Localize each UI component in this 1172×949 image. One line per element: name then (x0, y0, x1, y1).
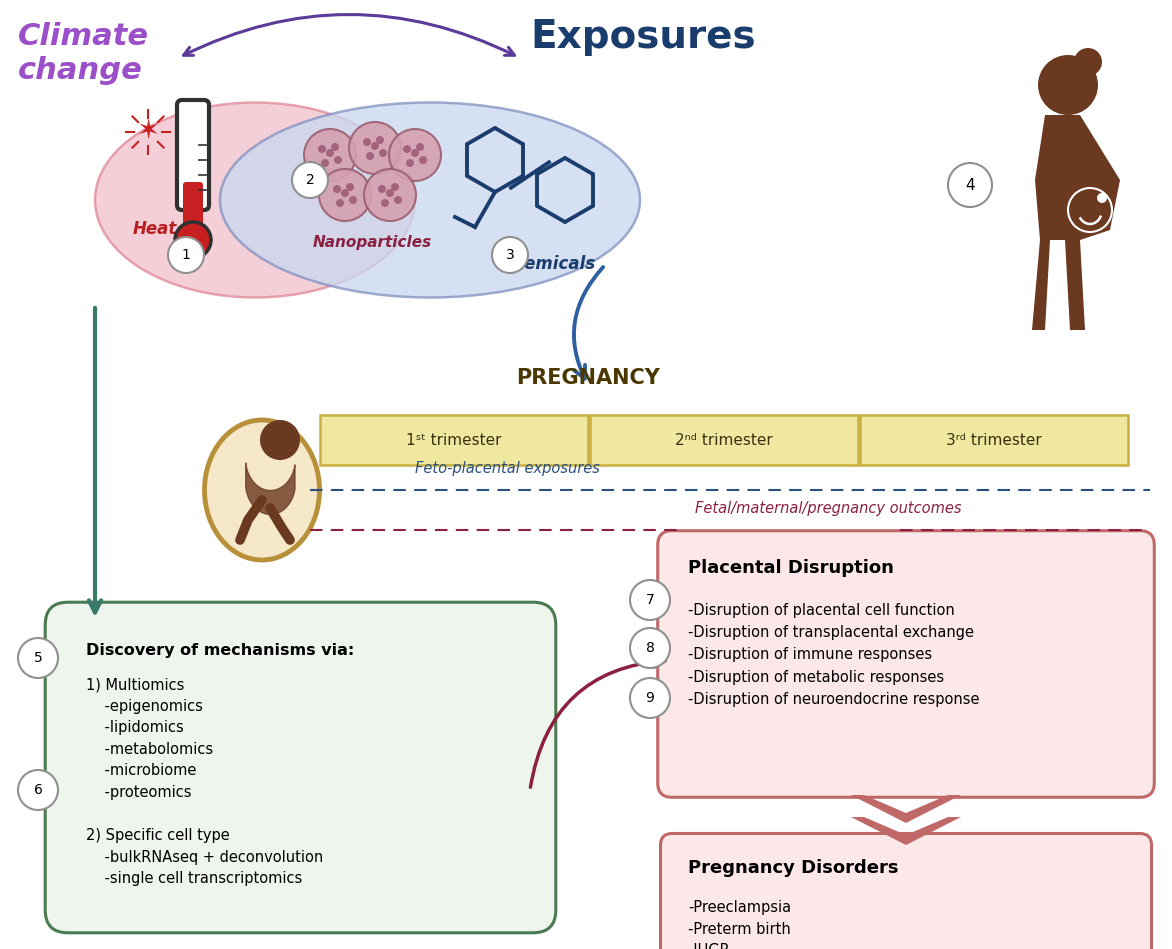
Circle shape (631, 678, 670, 718)
Text: 3: 3 (505, 248, 515, 262)
Circle shape (631, 580, 670, 620)
Text: 2: 2 (306, 173, 314, 187)
Circle shape (318, 145, 326, 153)
Ellipse shape (204, 420, 320, 560)
Circle shape (349, 196, 357, 204)
Circle shape (420, 156, 427, 164)
Text: 8: 8 (646, 641, 654, 655)
Text: Heat: Heat (132, 220, 177, 238)
Circle shape (175, 222, 211, 258)
FancyBboxPatch shape (661, 833, 1152, 949)
Text: ✶: ✶ (136, 118, 159, 146)
Text: PREGNANCY: PREGNANCY (516, 368, 660, 388)
Text: 1ˢᵗ trimester: 1ˢᵗ trimester (407, 433, 502, 448)
Circle shape (168, 237, 204, 273)
Circle shape (366, 152, 374, 160)
Circle shape (336, 199, 345, 207)
Text: Pregnancy Disorders: Pregnancy Disorders (688, 859, 899, 877)
Ellipse shape (220, 102, 640, 297)
Circle shape (321, 159, 329, 167)
Ellipse shape (95, 102, 415, 297)
Text: Fetal/maternal/pregnancy outcomes: Fetal/maternal/pregnancy outcomes (695, 501, 961, 516)
Circle shape (372, 142, 379, 150)
Text: 1: 1 (182, 248, 190, 262)
Circle shape (1097, 193, 1108, 203)
Text: Discovery of mechanisms via:: Discovery of mechanisms via: (86, 643, 354, 658)
Circle shape (292, 162, 328, 198)
FancyBboxPatch shape (320, 415, 588, 465)
Circle shape (379, 149, 387, 157)
Circle shape (18, 770, 57, 810)
Circle shape (1074, 48, 1102, 76)
Text: 3ʳᵈ trimester: 3ʳᵈ trimester (946, 433, 1042, 448)
Circle shape (346, 183, 354, 191)
Circle shape (349, 122, 401, 174)
Polygon shape (1033, 115, 1120, 330)
Circle shape (394, 196, 402, 204)
Circle shape (416, 143, 424, 151)
Circle shape (363, 138, 372, 146)
Text: Nanoparticles: Nanoparticles (313, 235, 431, 250)
Circle shape (391, 183, 398, 191)
Circle shape (948, 163, 992, 207)
FancyBboxPatch shape (590, 415, 858, 465)
Text: Exposures: Exposures (530, 18, 756, 56)
Circle shape (341, 189, 349, 197)
Text: 7: 7 (646, 593, 654, 607)
Text: Climate
change: Climate change (18, 22, 149, 84)
Circle shape (331, 143, 339, 151)
FancyBboxPatch shape (46, 603, 556, 933)
Text: 1) Multiomics
    -epigenomics
    -lipidomics
    -metabolomics
    -microbiome: 1) Multiomics -epigenomics -lipidomics -… (86, 677, 323, 886)
Circle shape (1038, 55, 1098, 115)
Circle shape (379, 185, 386, 193)
Circle shape (411, 149, 420, 157)
Circle shape (326, 149, 334, 157)
FancyBboxPatch shape (183, 182, 203, 238)
Circle shape (319, 169, 372, 221)
Circle shape (18, 638, 57, 678)
Text: 9: 9 (646, 691, 654, 705)
Polygon shape (851, 795, 961, 823)
Circle shape (260, 420, 300, 460)
Circle shape (381, 199, 389, 207)
FancyBboxPatch shape (860, 415, 1127, 465)
Circle shape (406, 159, 414, 167)
Text: -Preeclampsia
-Preterm birth
-IUGR
-Gestational diabetes
-Others: -Preeclampsia -Preterm birth -IUGR -Gest… (688, 900, 846, 949)
Circle shape (403, 145, 411, 153)
Circle shape (631, 628, 670, 668)
Text: Chemicals: Chemicals (500, 255, 595, 273)
Circle shape (492, 237, 529, 273)
Circle shape (304, 129, 356, 181)
Circle shape (364, 169, 416, 221)
Polygon shape (851, 817, 961, 845)
FancyBboxPatch shape (177, 100, 209, 210)
Circle shape (376, 136, 384, 144)
Circle shape (334, 156, 342, 164)
Circle shape (386, 189, 394, 197)
Circle shape (389, 129, 441, 181)
Text: 2ⁿᵈ trimester: 2ⁿᵈ trimester (675, 433, 772, 448)
Text: Feto-placental exposures: Feto-placental exposures (415, 461, 600, 476)
Text: 4: 4 (966, 177, 975, 193)
Text: Placental Disruption: Placental Disruption (688, 559, 894, 577)
Text: 6: 6 (34, 783, 42, 797)
Circle shape (333, 185, 341, 193)
Text: 5: 5 (34, 651, 42, 665)
FancyBboxPatch shape (657, 530, 1154, 797)
Text: -Disruption of placental cell function
-Disruption of transplacental exchange
-D: -Disruption of placental cell function -… (688, 603, 980, 707)
